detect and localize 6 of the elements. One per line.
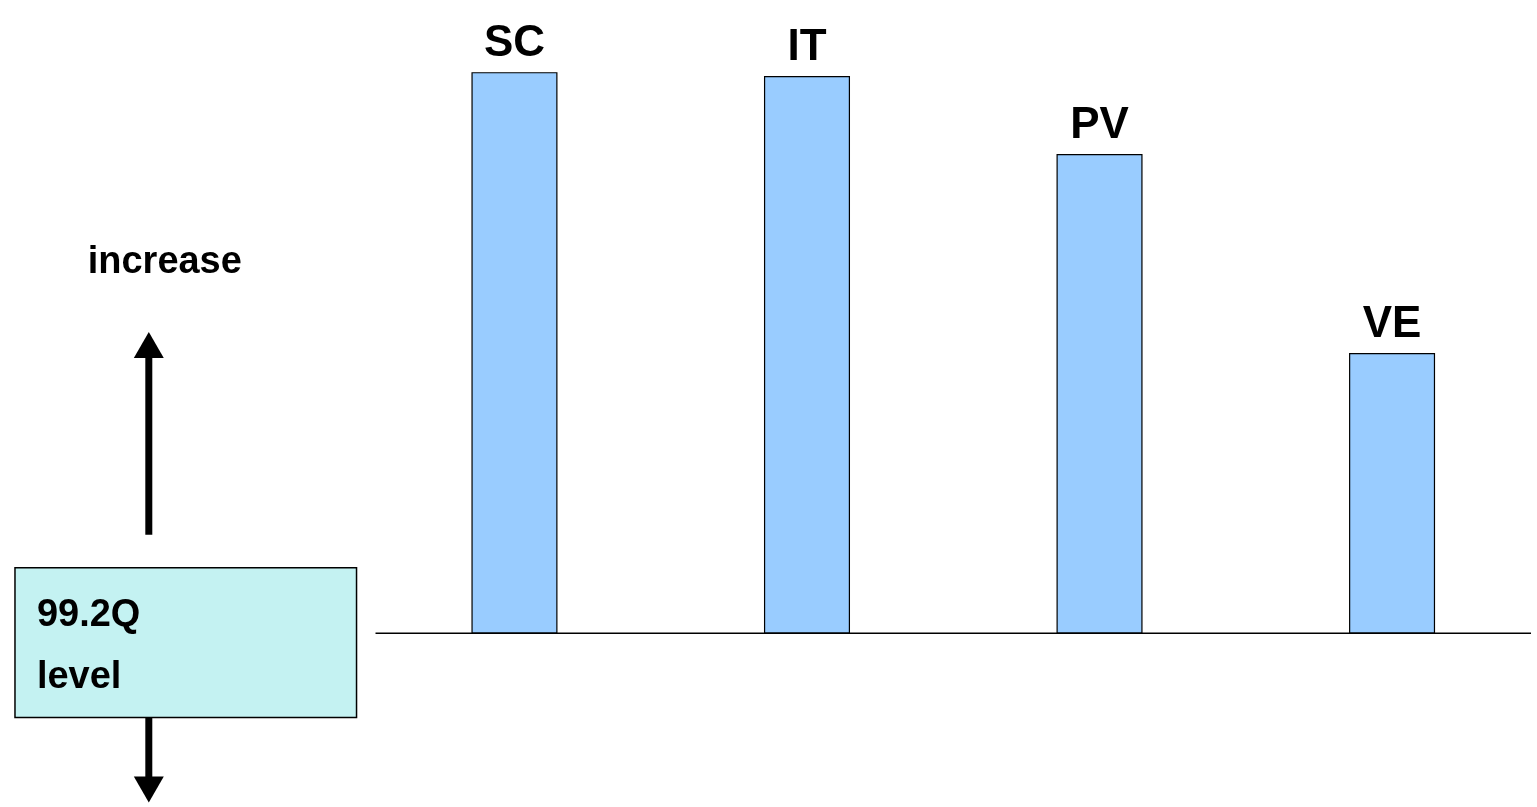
x-tick-label: SC <box>483 15 545 65</box>
x-tick-label: VE <box>1362 296 1422 346</box>
text: 99.2Q level <box>36 591 141 696</box>
x-tick-label: PV <box>1070 97 1129 147</box>
x-tick-label: IT <box>787 19 827 69</box>
text: increase <box>87 239 242 282</box>
